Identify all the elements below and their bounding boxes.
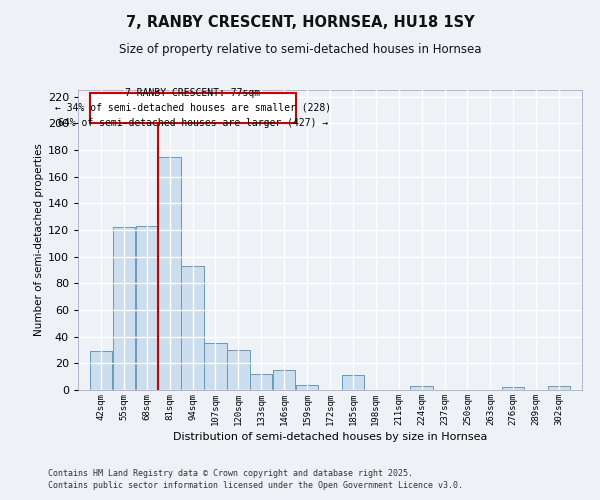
- Bar: [136, 226, 158, 390]
- Text: 7, RANBY CRESCENT, HORNSEA, HU18 1SY: 7, RANBY CRESCENT, HORNSEA, HU18 1SY: [125, 15, 475, 30]
- Text: Contains HM Land Registry data © Crown copyright and database right 2025.: Contains HM Land Registry data © Crown c…: [48, 468, 413, 477]
- Bar: [158, 156, 181, 390]
- Text: 7 RANBY CRESCENT: 77sqm
← 34% of semi-detached houses are smaller (228)
64% of s: 7 RANBY CRESCENT: 77sqm ← 34% of semi-de…: [55, 88, 331, 128]
- Bar: [90, 352, 112, 390]
- Bar: [548, 386, 570, 390]
- Bar: [227, 350, 250, 390]
- X-axis label: Distribution of semi-detached houses by size in Hornsea: Distribution of semi-detached houses by …: [173, 432, 487, 442]
- Bar: [502, 388, 524, 390]
- Text: Size of property relative to semi-detached houses in Hornsea: Size of property relative to semi-detach…: [119, 42, 481, 56]
- Bar: [273, 370, 295, 390]
- Bar: [296, 384, 318, 390]
- Y-axis label: Number of semi-detached properties: Number of semi-detached properties: [34, 144, 44, 336]
- Bar: [113, 228, 135, 390]
- FancyBboxPatch shape: [91, 92, 296, 124]
- Bar: [250, 374, 272, 390]
- Bar: [342, 376, 364, 390]
- Bar: [410, 386, 433, 390]
- Bar: [181, 266, 204, 390]
- Bar: [204, 344, 227, 390]
- Text: Contains public sector information licensed under the Open Government Licence v3: Contains public sector information licen…: [48, 481, 463, 490]
